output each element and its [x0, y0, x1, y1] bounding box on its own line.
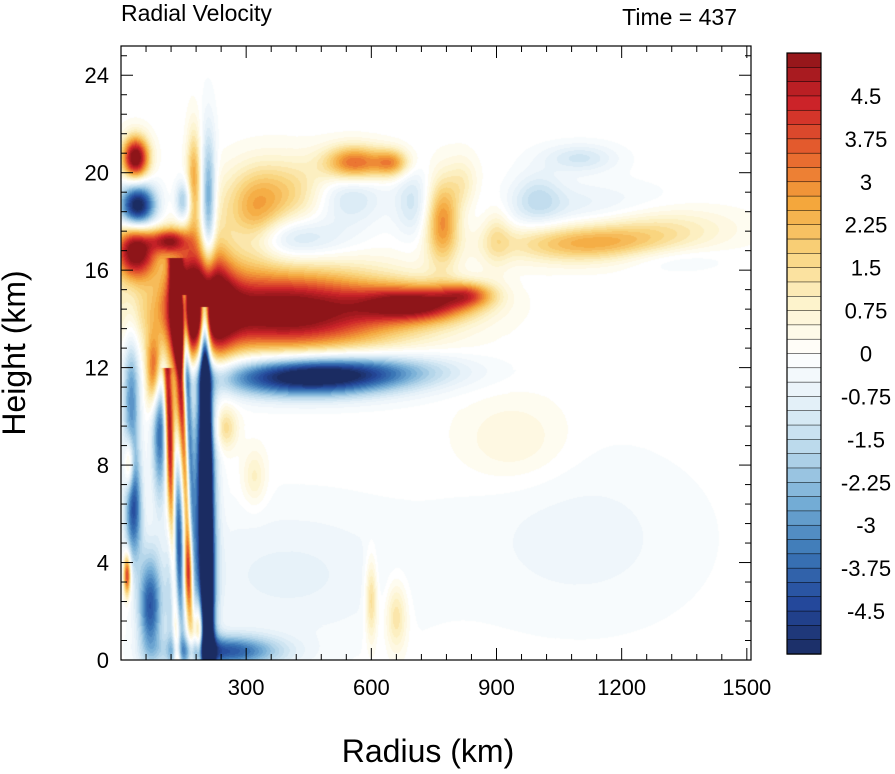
x-tick-label: 600	[353, 675, 390, 700]
colorbar-bin	[786, 81, 822, 97]
x-axis-label: Radius (km)	[342, 733, 514, 769]
colorbar-label: 4.5	[851, 84, 882, 109]
colorbar-bin	[786, 424, 822, 441]
colorbar-bin	[786, 396, 822, 412]
colorbar-bin	[786, 181, 822, 197]
colorbar-frame	[786, 52, 822, 655]
colorbar-bin	[786, 138, 822, 154]
chart-title: Radial Velocity	[121, 0, 272, 26]
colorbar-bin	[786, 596, 822, 612]
colorbar-label: 2.25	[845, 213, 888, 238]
colorbar-bin	[786, 324, 822, 340]
y-tick-label: 12	[85, 356, 109, 381]
colorbar-label: -0.75	[841, 384, 891, 409]
colorbar-label: -1.5	[847, 427, 885, 452]
colorbar-label: 1.5	[851, 256, 882, 281]
colorbar-bin	[786, 353, 822, 369]
colorbar-bin	[786, 496, 822, 512]
colorbar-bin	[786, 625, 822, 641]
colorbar-bin	[786, 195, 822, 212]
x-tick-label: 1500	[722, 675, 771, 700]
x-axis-ticks: 300 600 900 1200 1500	[145, 46, 771, 700]
colorbar-bin	[786, 253, 822, 269]
y-tick-label: 20	[85, 161, 109, 186]
colorbar-bin	[786, 281, 822, 297]
colorbar-bin	[786, 539, 822, 555]
colorbar-bin	[786, 582, 822, 598]
y-tick-label: 16	[85, 258, 109, 283]
colorbar-label: -3	[856, 513, 876, 538]
colorbar-bin	[786, 439, 822, 455]
x-tick-label: 900	[478, 675, 515, 700]
colorbar-bin	[786, 482, 822, 498]
y-tick-label: 4	[97, 551, 109, 576]
colorbar-bin	[786, 567, 822, 584]
time-label: Time = 437	[622, 4, 737, 30]
y-tick-label: 8	[97, 453, 109, 478]
y-axis-ticks: 0 4 8 12 16 20 24	[85, 55, 751, 673]
colorbar-bin	[786, 167, 822, 183]
colorbar-label: 3.75	[845, 127, 888, 152]
colorbar-bin	[786, 210, 822, 226]
plot-frame	[120, 45, 752, 661]
colorbar-bin	[786, 310, 822, 326]
colorbar-label: -3.75	[841, 556, 891, 581]
y-tick-label: 0	[97, 648, 109, 673]
colorbar: 4.5 3.75 3 2.25 1.5 0.75 0 -0.75 -1.5 -2.25 -3 -3.7…	[786, 52, 891, 655]
colorbar-bin	[786, 109, 822, 126]
colorbar-bin	[786, 610, 822, 627]
colorbar-bin	[786, 338, 822, 355]
heatmap-field	[121, 46, 751, 660]
y-tick-label: 24	[85, 63, 109, 88]
colorbar-bin	[786, 524, 822, 541]
colorbar-label: 3	[860, 170, 872, 195]
colorbar-label: -2.25	[841, 470, 891, 495]
x-tick-label: 1200	[597, 675, 646, 700]
colorbar-bin	[786, 367, 822, 383]
colorbar-bin	[786, 95, 822, 111]
plot-area: 300 600 900 1200 1500 0 4 8 12 16 20 24	[85, 45, 771, 700]
colorbar-bin	[786, 410, 822, 426]
colorbar-bin	[786, 467, 822, 483]
colorbar-bin	[786, 553, 822, 569]
colorbar-bin	[786, 639, 822, 655]
colorbar-bin	[786, 67, 822, 83]
colorbar-bin	[786, 267, 822, 283]
colorbar-label: -4.5	[847, 599, 885, 624]
colorbar-label: 0.75	[845, 299, 888, 324]
colorbar-bin	[786, 152, 822, 169]
y-axis-label: Height (km)	[0, 270, 32, 435]
x-tick-label: 300	[228, 675, 265, 700]
colorbar-bin	[786, 224, 822, 240]
colorbar-bin	[786, 381, 822, 398]
colorbar-bin	[786, 52, 822, 68]
colorbar-label: 0	[860, 342, 872, 367]
colorbar-bin	[786, 124, 822, 140]
colorbar-bin	[786, 453, 822, 469]
colorbar-bin	[786, 510, 822, 526]
colorbar-bin	[786, 296, 822, 312]
colorbar-bin	[786, 238, 822, 254]
